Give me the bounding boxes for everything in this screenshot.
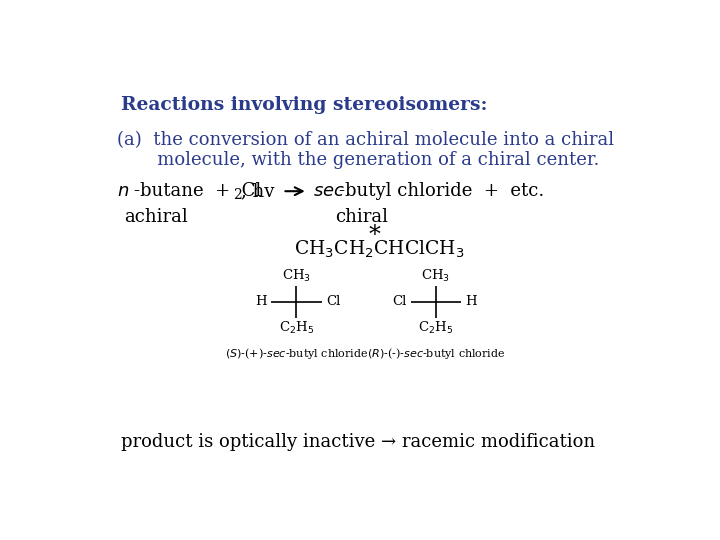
Text: chiral: chiral xyxy=(336,208,389,226)
Text: molecule, with the generation of a chiral center.: molecule, with the generation of a chira… xyxy=(117,151,599,169)
Text: C$_2$H$_5$: C$_2$H$_5$ xyxy=(279,320,314,336)
Text: $(R)$-(-)-$sec$-butyl chloride: $(R)$-(-)-$sec$-butyl chloride xyxy=(366,346,505,361)
Text: (a)  the conversion of an achiral molecule into a chiral: (a) the conversion of an achiral molecul… xyxy=(117,131,614,150)
Text: , hv: , hv xyxy=(240,182,274,200)
Text: CH$_3$CH$_2$CHClCH$_3$: CH$_3$CH$_2$CHClCH$_3$ xyxy=(294,239,464,260)
Text: $(S)$-(+)-$sec$-butyl chloride: $(S)$-(+)-$sec$-butyl chloride xyxy=(225,346,368,361)
Text: $n$: $n$ xyxy=(117,182,129,200)
Text: CH$_3$: CH$_3$ xyxy=(282,268,311,284)
Text: H: H xyxy=(256,295,267,308)
Text: product is optically inactive → racemic modification: product is optically inactive → racemic … xyxy=(121,433,595,451)
Text: $sec$: $sec$ xyxy=(313,182,346,200)
Text: Cl: Cl xyxy=(326,295,341,308)
Text: -butane  +  Cl: -butane + Cl xyxy=(133,182,261,200)
Text: CH$_3$: CH$_3$ xyxy=(421,268,451,284)
Text: 2: 2 xyxy=(233,188,242,202)
Text: C$_2$H$_5$: C$_2$H$_5$ xyxy=(418,320,454,336)
Text: *: * xyxy=(369,224,381,247)
Text: -butyl chloride  +  etc.: -butyl chloride + etc. xyxy=(339,182,544,200)
Text: H: H xyxy=(466,295,477,308)
Text: Reactions involving stereoisomers:: Reactions involving stereoisomers: xyxy=(121,96,487,114)
Text: achiral: achiral xyxy=(125,208,189,226)
Text: Cl: Cl xyxy=(392,295,406,308)
